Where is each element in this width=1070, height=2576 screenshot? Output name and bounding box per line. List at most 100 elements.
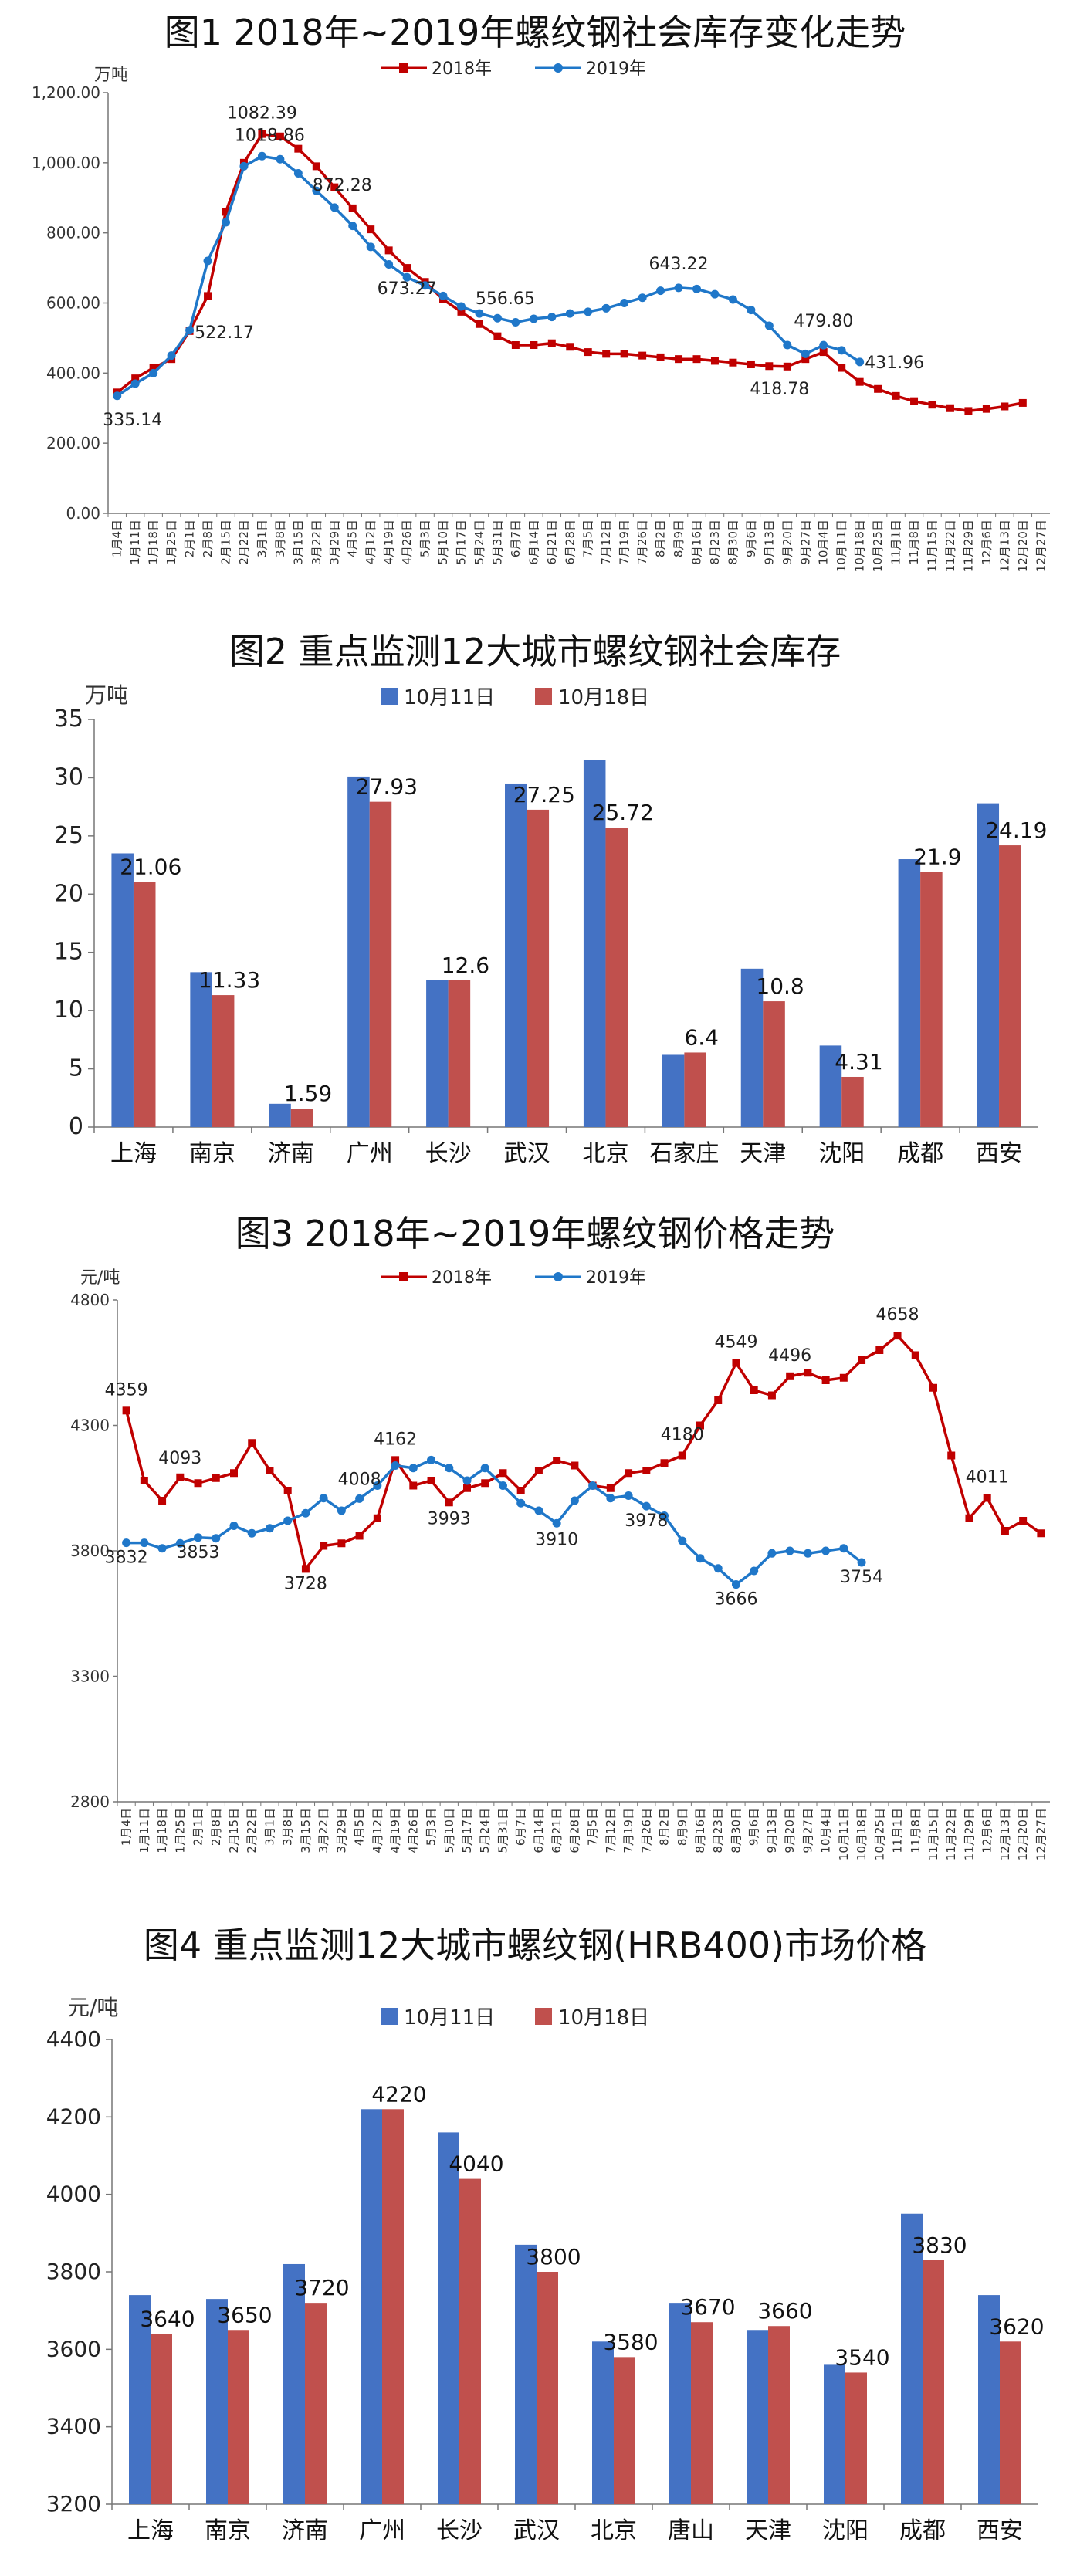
data-point-1 bbox=[366, 242, 375, 252]
data-label: 3660 bbox=[757, 2298, 812, 2324]
data-label: 3830 bbox=[912, 2232, 967, 2258]
bar-1 bbox=[923, 2260, 944, 2504]
data-point-1 bbox=[606, 1494, 615, 1503]
x-tick-label: 8月30日 bbox=[726, 520, 740, 565]
data-point-1 bbox=[140, 1538, 149, 1548]
data-label: 3540 bbox=[835, 2344, 889, 2370]
category-label: 武汉 bbox=[513, 2517, 560, 2544]
data-label: 21.9 bbox=[913, 845, 961, 870]
bar-1 bbox=[845, 2372, 867, 2504]
data-label: 1018.86 bbox=[235, 126, 305, 145]
data-point-0 bbox=[194, 1479, 202, 1488]
x-tick-label: 4月26日 bbox=[406, 1808, 420, 1853]
data-point-0 bbox=[584, 348, 592, 357]
data-point-0 bbox=[348, 204, 357, 212]
data-point-1 bbox=[855, 357, 865, 367]
y-tick-label: 4300 bbox=[70, 1417, 110, 1435]
data-point-1 bbox=[821, 1546, 831, 1555]
bar-1 bbox=[228, 2330, 249, 2504]
x-tick-label: 5月3日 bbox=[418, 520, 432, 557]
x-tick-label: 2月22日 bbox=[245, 1808, 259, 1853]
category-label: 沈阳 bbox=[818, 1140, 865, 1167]
data-point-1 bbox=[624, 1491, 633, 1500]
data-point-0 bbox=[312, 162, 320, 171]
x-tick-label: 3月29日 bbox=[334, 1808, 348, 1853]
x-tick-label: 2月8日 bbox=[201, 520, 215, 557]
x-tick-label: 7月26日 bbox=[639, 1808, 653, 1853]
x-tick-label: 3月15日 bbox=[291, 520, 305, 565]
chart-2-panel: 图2 重点监测12大城市螺纹钢社会库存 万吨 0 5 10 15 20 25 30 35 上海 21… bbox=[0, 610, 1070, 1197]
data-point-0 bbox=[266, 1467, 274, 1474]
data-point-1 bbox=[337, 1506, 346, 1515]
data-point-1 bbox=[710, 289, 720, 299]
data-point-1 bbox=[529, 314, 538, 323]
x-tick-label: 11月22日 bbox=[944, 1808, 958, 1860]
x-tick-label: 11月8日 bbox=[907, 520, 921, 565]
y-tick-label: 5 bbox=[69, 1055, 83, 1082]
y-tick-label: 30 bbox=[54, 763, 83, 790]
x-tick-label: 9月6日 bbox=[744, 520, 758, 557]
data-point-0 bbox=[1018, 398, 1027, 407]
x-tick-label: 12月6日 bbox=[980, 1808, 994, 1853]
y-tick-label: 600.00 bbox=[46, 294, 100, 313]
chart-2-svg: 万吨 0 5 10 15 20 25 30 35 上海 21.06 南京 11.33 济南 1.59 广州 27… bbox=[54, 682, 1048, 1167]
bar-0 bbox=[662, 1054, 685, 1127]
x-tick-label: 1月11日 bbox=[128, 520, 142, 565]
x-tick-label: 12月27日 bbox=[1034, 1808, 1048, 1860]
data-point-0 bbox=[204, 292, 212, 300]
category-label: 广州 bbox=[359, 2517, 405, 2544]
data-label: 479.80 bbox=[794, 312, 853, 331]
data-label: 3728 bbox=[284, 1574, 327, 1593]
data-point-0 bbox=[675, 355, 683, 364]
data-label: 21.06 bbox=[120, 854, 181, 879]
data-point-0 bbox=[964, 407, 973, 415]
data-label: 418.78 bbox=[750, 380, 809, 399]
data-point-1 bbox=[747, 306, 756, 315]
data-point-0 bbox=[320, 1542, 328, 1550]
x-tick-label: 12月27日 bbox=[1034, 520, 1048, 572]
category-label: 长沙 bbox=[425, 1140, 472, 1167]
data-point-0 bbox=[131, 374, 140, 383]
data-point-0 bbox=[893, 1332, 902, 1340]
bar-0 bbox=[824, 2364, 845, 2504]
data-label: 27.93 bbox=[356, 774, 418, 800]
y-tick-label: 10 bbox=[54, 997, 83, 1024]
data-point-1 bbox=[588, 1481, 598, 1490]
data-point-1 bbox=[157, 1544, 167, 1553]
category-label: 石家庄 bbox=[649, 1140, 719, 1167]
category-label: 武汉 bbox=[504, 1140, 550, 1167]
legend-label-1: 10月18日 bbox=[558, 686, 649, 709]
bar-1 bbox=[382, 2109, 404, 2504]
data-point-0 bbox=[804, 1369, 812, 1377]
x-tick-label: 11月15日 bbox=[926, 520, 940, 572]
data-point-1 bbox=[257, 151, 266, 161]
bar-1 bbox=[763, 1001, 785, 1127]
data-point-0 bbox=[373, 1514, 381, 1522]
data-point-1 bbox=[547, 313, 557, 322]
data-point-1 bbox=[601, 303, 611, 313]
data-point-1 bbox=[301, 1508, 310, 1518]
data-point-1 bbox=[839, 1544, 848, 1553]
data-point-1 bbox=[857, 1558, 866, 1567]
x-tick-label: 10月11日 bbox=[835, 520, 848, 572]
data-point-0 bbox=[230, 1469, 238, 1478]
data-point-0 bbox=[642, 1467, 651, 1474]
data-point-0 bbox=[516, 1487, 525, 1494]
legend-marker-0 bbox=[399, 63, 408, 73]
legend-swatch-1 bbox=[535, 2008, 552, 2025]
data-point-0 bbox=[427, 1477, 435, 1484]
data-point-1 bbox=[113, 391, 122, 401]
chart-3-svg: 元/吨 2800 3300 3800 4300 4800 1月4日 1月11日 1月18日 1月2… bbox=[70, 1268, 1050, 1860]
bar-1 bbox=[369, 801, 392, 1127]
data-point-0 bbox=[571, 1461, 579, 1470]
data-point-0 bbox=[409, 1481, 418, 1490]
x-tick-label: 2月1日 bbox=[191, 1808, 205, 1846]
data-point-0 bbox=[767, 1391, 776, 1400]
x-tick-label: 4月12日 bbox=[364, 520, 378, 565]
x-tick-label: 10月4日 bbox=[819, 1808, 833, 1853]
data-label: 3910 bbox=[535, 1530, 578, 1549]
data-point-0 bbox=[875, 1346, 884, 1354]
bar-0 bbox=[347, 776, 370, 1127]
bar-1 bbox=[527, 809, 550, 1127]
bar-1 bbox=[133, 882, 156, 1127]
